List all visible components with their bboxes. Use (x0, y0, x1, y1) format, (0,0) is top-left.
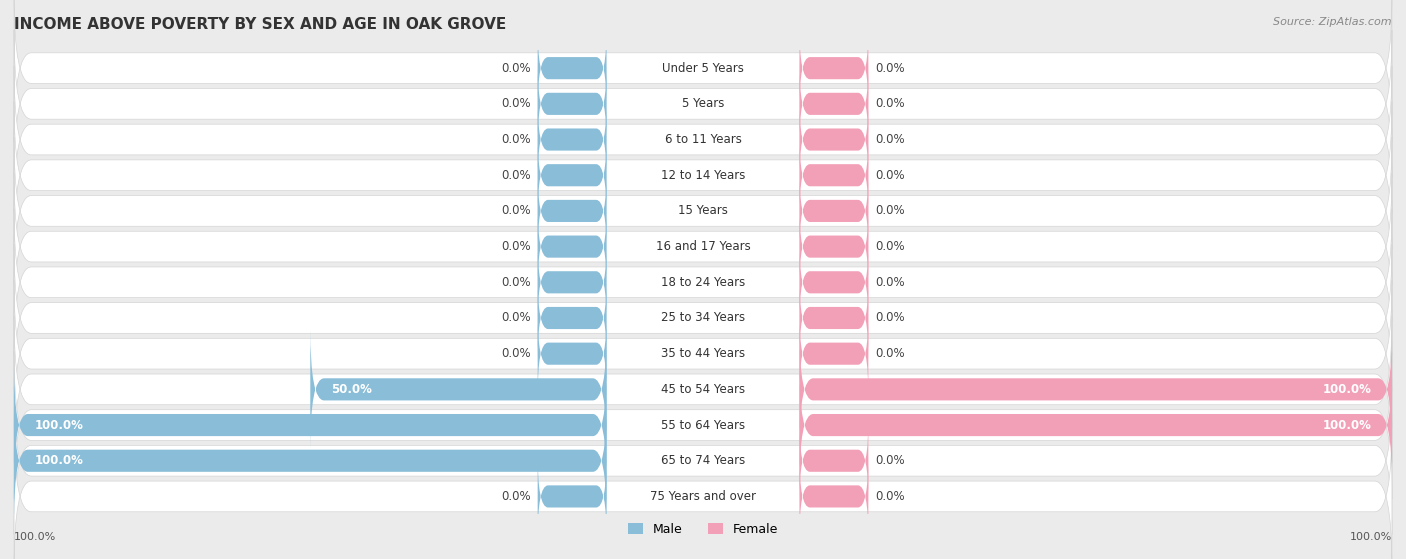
FancyBboxPatch shape (14, 423, 1392, 559)
Text: 100.0%: 100.0% (35, 419, 83, 432)
FancyBboxPatch shape (800, 168, 869, 253)
FancyBboxPatch shape (537, 168, 606, 253)
Text: 0.0%: 0.0% (501, 133, 531, 146)
Text: 0.0%: 0.0% (501, 347, 531, 360)
Text: 0.0%: 0.0% (875, 133, 905, 146)
FancyBboxPatch shape (14, 315, 1392, 463)
Text: 0.0%: 0.0% (875, 205, 905, 217)
FancyBboxPatch shape (537, 204, 606, 289)
Text: 0.0%: 0.0% (501, 490, 531, 503)
Text: INCOME ABOVE POVERTY BY SEX AND AGE IN OAK GROVE: INCOME ABOVE POVERTY BY SEX AND AGE IN O… (14, 17, 506, 32)
Text: 0.0%: 0.0% (501, 311, 531, 324)
FancyBboxPatch shape (311, 329, 606, 449)
Text: 100.0%: 100.0% (1350, 532, 1392, 542)
FancyBboxPatch shape (14, 0, 1392, 142)
FancyBboxPatch shape (537, 454, 606, 539)
Text: 100.0%: 100.0% (1323, 383, 1371, 396)
FancyBboxPatch shape (14, 30, 1392, 178)
Text: 35 to 44 Years: 35 to 44 Years (661, 347, 745, 360)
FancyBboxPatch shape (14, 387, 1392, 534)
FancyBboxPatch shape (14, 244, 1392, 392)
FancyBboxPatch shape (800, 26, 869, 111)
FancyBboxPatch shape (537, 240, 606, 325)
FancyBboxPatch shape (800, 61, 869, 146)
Text: 0.0%: 0.0% (875, 97, 905, 110)
FancyBboxPatch shape (537, 132, 606, 217)
Text: 25 to 34 Years: 25 to 34 Years (661, 311, 745, 324)
FancyBboxPatch shape (800, 132, 869, 217)
Text: 0.0%: 0.0% (875, 240, 905, 253)
FancyBboxPatch shape (800, 329, 1392, 449)
FancyBboxPatch shape (14, 400, 606, 521)
FancyBboxPatch shape (800, 454, 869, 539)
Text: 0.0%: 0.0% (875, 347, 905, 360)
Text: 5 Years: 5 Years (682, 97, 724, 110)
FancyBboxPatch shape (800, 97, 869, 182)
FancyBboxPatch shape (14, 209, 1392, 356)
Text: 0.0%: 0.0% (875, 454, 905, 467)
FancyBboxPatch shape (800, 418, 869, 503)
FancyBboxPatch shape (800, 364, 1392, 485)
FancyBboxPatch shape (537, 276, 606, 361)
Text: 0.0%: 0.0% (501, 205, 531, 217)
Text: 65 to 74 Years: 65 to 74 Years (661, 454, 745, 467)
FancyBboxPatch shape (14, 351, 1392, 499)
Text: 100.0%: 100.0% (14, 532, 56, 542)
Text: 45 to 54 Years: 45 to 54 Years (661, 383, 745, 396)
Text: 15 Years: 15 Years (678, 205, 728, 217)
Text: 12 to 14 Years: 12 to 14 Years (661, 169, 745, 182)
FancyBboxPatch shape (537, 311, 606, 396)
Text: 0.0%: 0.0% (501, 169, 531, 182)
Text: 18 to 24 Years: 18 to 24 Years (661, 276, 745, 289)
Text: 0.0%: 0.0% (501, 276, 531, 289)
Text: 0.0%: 0.0% (875, 61, 905, 75)
FancyBboxPatch shape (537, 97, 606, 182)
FancyBboxPatch shape (14, 137, 1392, 285)
Text: 0.0%: 0.0% (875, 490, 905, 503)
Text: 0.0%: 0.0% (501, 97, 531, 110)
Text: 0.0%: 0.0% (875, 169, 905, 182)
Text: Under 5 Years: Under 5 Years (662, 61, 744, 75)
Legend: Male, Female: Male, Female (628, 523, 778, 536)
FancyBboxPatch shape (14, 173, 1392, 320)
Text: 0.0%: 0.0% (875, 276, 905, 289)
Text: 0.0%: 0.0% (501, 240, 531, 253)
Text: 55 to 64 Years: 55 to 64 Years (661, 419, 745, 432)
FancyBboxPatch shape (14, 280, 1392, 428)
FancyBboxPatch shape (800, 276, 869, 361)
FancyBboxPatch shape (14, 364, 606, 485)
FancyBboxPatch shape (537, 26, 606, 111)
Text: 16 and 17 Years: 16 and 17 Years (655, 240, 751, 253)
FancyBboxPatch shape (14, 101, 1392, 249)
Text: 50.0%: 50.0% (330, 383, 371, 396)
Text: 0.0%: 0.0% (501, 61, 531, 75)
FancyBboxPatch shape (537, 61, 606, 146)
Text: Source: ZipAtlas.com: Source: ZipAtlas.com (1274, 17, 1392, 27)
FancyBboxPatch shape (800, 204, 869, 289)
Text: 100.0%: 100.0% (35, 454, 83, 467)
Text: 0.0%: 0.0% (875, 311, 905, 324)
FancyBboxPatch shape (14, 65, 1392, 214)
Text: 6 to 11 Years: 6 to 11 Years (665, 133, 741, 146)
FancyBboxPatch shape (800, 240, 869, 325)
Text: 100.0%: 100.0% (1323, 419, 1371, 432)
FancyBboxPatch shape (800, 311, 869, 396)
Text: 75 Years and over: 75 Years and over (650, 490, 756, 503)
